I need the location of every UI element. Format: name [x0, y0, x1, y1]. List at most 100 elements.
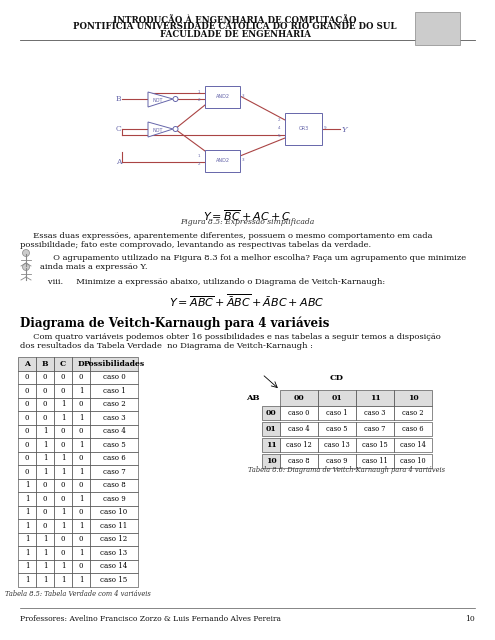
Text: INTRODUÇÃO À ENGENHARIA DE COMPUTAÇÃO: INTRODUÇÃO À ENGENHARIA DE COMPUTAÇÃO: [113, 14, 357, 25]
Bar: [394, 422, 432, 436]
Bar: [36, 465, 54, 479]
Bar: [356, 390, 394, 406]
Bar: [72, 371, 90, 384]
Text: caso 4: caso 4: [102, 428, 125, 435]
Text: 2: 2: [198, 99, 200, 102]
Text: 2: 2: [198, 163, 200, 166]
Bar: [318, 422, 356, 436]
Bar: [318, 390, 356, 406]
Bar: [18, 424, 36, 438]
Bar: [90, 465, 138, 479]
Text: 10: 10: [465, 615, 475, 623]
Bar: [54, 397, 72, 411]
Text: caso 8: caso 8: [102, 481, 125, 489]
Text: NOT: NOT: [153, 97, 163, 102]
Bar: [318, 406, 356, 420]
Bar: [36, 479, 54, 492]
Bar: [54, 357, 72, 371]
Bar: [394, 454, 432, 468]
Text: caso 11: caso 11: [362, 457, 388, 465]
Text: caso 4: caso 4: [288, 425, 310, 433]
Text: $Y = \overline{BC} + AC + C$: $Y = \overline{BC} + AC + C$: [203, 208, 291, 223]
Bar: [356, 422, 394, 436]
Text: 1: 1: [43, 441, 47, 449]
Text: AND2: AND2: [215, 159, 230, 163]
Bar: [394, 390, 432, 406]
Text: caso 5: caso 5: [326, 425, 348, 433]
Text: 0: 0: [25, 373, 29, 381]
Text: caso 14: caso 14: [100, 563, 128, 570]
Text: caso 3: caso 3: [364, 409, 386, 417]
Bar: [36, 519, 54, 532]
Polygon shape: [148, 92, 173, 107]
Text: 0: 0: [25, 387, 29, 395]
Text: caso 1: caso 1: [326, 409, 348, 417]
Text: ainda mais a expressão Y.: ainda mais a expressão Y.: [40, 263, 148, 271]
Bar: [285, 113, 322, 145]
Bar: [205, 150, 240, 172]
Bar: [36, 451, 54, 465]
Bar: [54, 546, 72, 559]
Bar: [18, 357, 36, 371]
Bar: [18, 559, 36, 573]
Text: O agrupamento utilizado na Figura 8.3 foi a melhor escolha? Faça um agrupamento : O agrupamento utilizado na Figura 8.3 fo…: [40, 254, 466, 262]
Bar: [280, 390, 318, 406]
Bar: [90, 384, 138, 397]
Text: caso 6: caso 6: [402, 425, 424, 433]
Text: Tabela 8.6: Diagrama de Veitch-Karnaugh para 4 variáveis: Tabela 8.6: Diagrama de Veitch-Karnaugh …: [248, 466, 446, 474]
Bar: [90, 573, 138, 586]
Text: 0: 0: [61, 495, 65, 503]
Text: 1: 1: [61, 508, 65, 516]
Text: 01: 01: [332, 394, 343, 402]
Bar: [54, 519, 72, 532]
Bar: [356, 438, 394, 452]
Text: CD: CD: [330, 374, 344, 382]
Bar: [318, 454, 356, 468]
Text: 1: 1: [43, 535, 47, 543]
Text: 0: 0: [25, 413, 29, 422]
Text: 9: 9: [324, 126, 327, 130]
Bar: [54, 424, 72, 438]
Text: 1: 1: [61, 413, 65, 422]
Text: 1: 1: [61, 400, 65, 408]
Text: $Y = \overline{ABC} + \overline{\bar{A}BC} + \bar{A}BC + ABC$: $Y = \overline{ABC} + \overline{\bar{A}B…: [169, 292, 325, 309]
Text: caso 2: caso 2: [102, 400, 125, 408]
Text: 1: 1: [79, 495, 83, 503]
Text: 1: 1: [61, 563, 65, 570]
Text: possibilidade; fato este comprovado, levantando as respectivas tabelas da verdad: possibilidade; fato este comprovado, lev…: [20, 241, 371, 249]
Text: 00: 00: [294, 394, 304, 402]
Bar: [54, 465, 72, 479]
Text: caso 11: caso 11: [100, 522, 128, 530]
Text: 01: 01: [266, 425, 276, 433]
Text: 1: 1: [61, 576, 65, 584]
Bar: [72, 532, 90, 546]
Text: Essas duas expressões, aparentemente diferentes, possuem o mesmo comportamento e: Essas duas expressões, aparentemente dif…: [20, 232, 433, 240]
Bar: [262, 422, 280, 436]
Text: 0: 0: [43, 373, 47, 381]
Text: 0: 0: [79, 428, 83, 435]
Bar: [36, 424, 54, 438]
Text: 0: 0: [43, 508, 47, 516]
Bar: [36, 397, 54, 411]
Text: caso 3: caso 3: [102, 413, 125, 422]
Bar: [18, 492, 36, 506]
Text: 0: 0: [79, 535, 83, 543]
Text: 1: 1: [25, 548, 29, 557]
Bar: [72, 357, 90, 371]
Text: 1: 1: [79, 413, 83, 422]
Text: 1: 1: [79, 441, 83, 449]
Text: 0: 0: [61, 535, 65, 543]
Text: caso 9: caso 9: [102, 495, 125, 503]
Bar: [72, 465, 90, 479]
Text: 3: 3: [242, 94, 245, 98]
Text: caso 15: caso 15: [100, 576, 128, 584]
Text: caso 13: caso 13: [100, 548, 128, 557]
Circle shape: [22, 250, 30, 257]
Bar: [18, 397, 36, 411]
Text: 1: 1: [79, 468, 83, 476]
Bar: [54, 559, 72, 573]
Text: caso 8: caso 8: [288, 457, 310, 465]
Text: 1: 1: [79, 576, 83, 584]
Bar: [72, 438, 90, 451]
Bar: [36, 371, 54, 384]
